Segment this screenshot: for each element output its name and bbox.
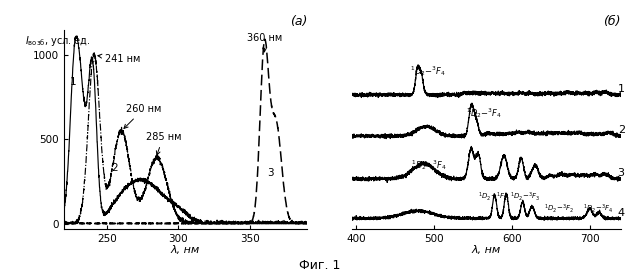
Text: 241 нм: 241 нм [98,54,141,64]
X-axis label: λ, нм: λ, нм [472,245,501,255]
Text: 3: 3 [267,168,274,178]
Text: (б): (б) [604,15,621,29]
Text: $^1D_2{-}^1F_1$: $^1D_2{-}^1F_1$ [478,191,508,203]
Text: $^1D_2{-}^3F_4$: $^1D_2{-}^3F_4$ [584,203,614,215]
Text: 2: 2 [111,163,118,173]
Text: Фиг. 1: Фиг. 1 [300,259,340,269]
Text: 1: 1 [618,84,625,94]
X-axis label: λ, нм: λ, нм [171,245,200,255]
Text: 360 нм: 360 нм [247,33,282,52]
Text: $^1D_2{-}^3F_4$: $^1D_2{-}^3F_4$ [466,106,502,120]
Text: $I_{\mathrm{возб}}$, усл. ед.: $I_{\mathrm{возб}}$, усл. ед. [25,34,91,48]
Text: 285 нм: 285 нм [145,132,181,155]
Text: $^1D_2{-}^3F_2$: $^1D_2{-}^3F_2$ [545,203,575,215]
Text: 1: 1 [70,77,76,87]
Text: 260 нм: 260 нм [124,104,161,128]
Text: 3: 3 [618,168,625,178]
Text: $^1D_2{-}^3F_4$: $^1D_2{-}^3F_4$ [412,158,447,172]
Text: $^1D_2{-}^3F_4$: $^1D_2{-}^3F_4$ [410,65,445,78]
Text: 4: 4 [618,208,625,218]
Text: $^1D_2{-}^3F_3$: $^1D_2{-}^3F_3$ [510,191,540,203]
Text: (а): (а) [290,15,307,29]
Text: 2: 2 [618,125,625,135]
